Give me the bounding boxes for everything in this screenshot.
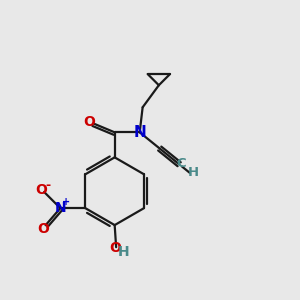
Text: O: O (110, 241, 122, 255)
Text: +: + (62, 197, 70, 207)
Text: O: O (37, 222, 49, 236)
Text: O: O (35, 183, 47, 196)
Text: N: N (133, 125, 146, 140)
Text: -: - (46, 179, 51, 192)
Text: O: O (84, 115, 96, 129)
Text: H: H (187, 166, 198, 179)
Text: H: H (117, 245, 129, 259)
Text: N: N (55, 201, 66, 214)
Text: C: C (176, 157, 186, 169)
